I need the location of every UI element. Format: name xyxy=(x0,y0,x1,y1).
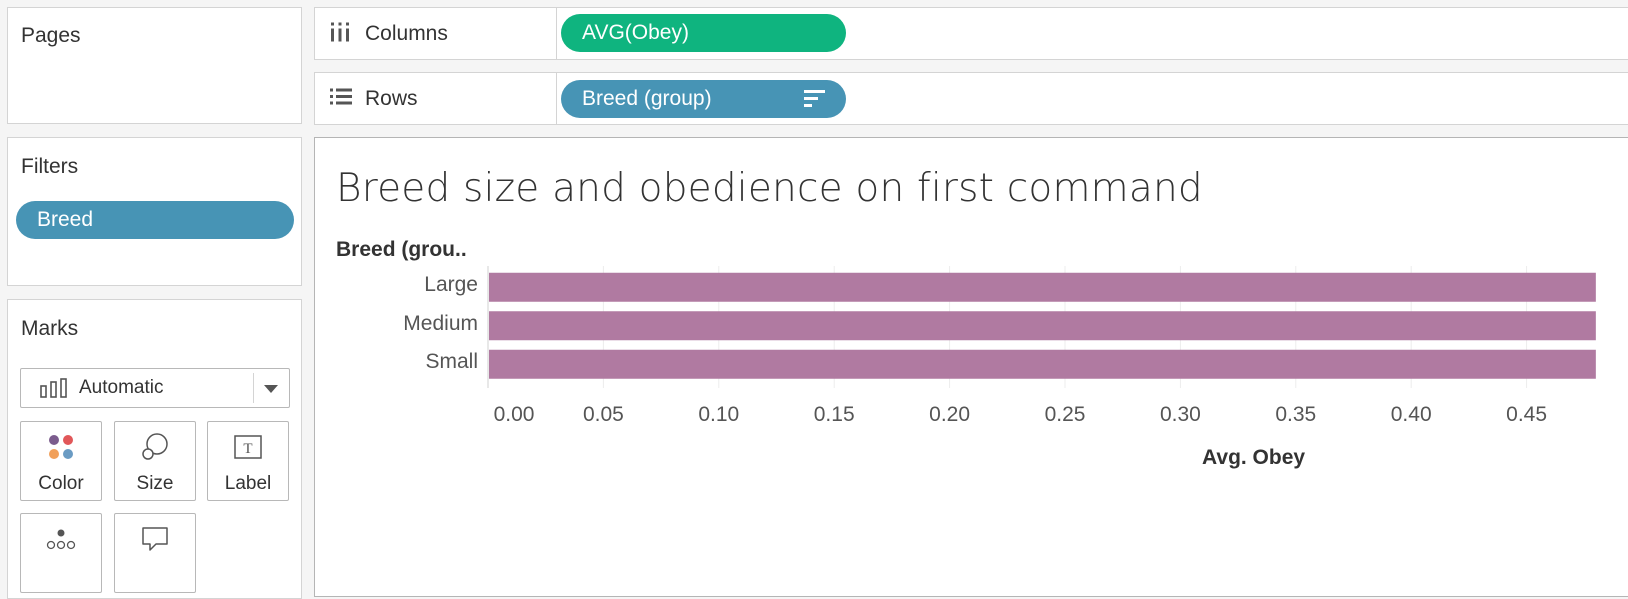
x-tick-label: 0.40 xyxy=(1391,403,1432,426)
x-tick-label: 0.20 xyxy=(929,403,970,426)
filter-pill-label: Breed xyxy=(37,208,94,231)
viz-area: Breed size and obedience on first comman… xyxy=(314,137,1628,597)
bar-small[interactable] xyxy=(489,349,1596,379)
x-tick-label: 0.25 xyxy=(1045,403,1086,426)
size-label: Size xyxy=(136,473,174,494)
color-icon xyxy=(21,432,101,467)
x-tick-label: 0.05 xyxy=(583,403,624,426)
marks-card: Marks Automatic Color xyxy=(7,299,302,599)
x-tick-label: 0.10 xyxy=(698,403,739,426)
color-label: Color xyxy=(38,473,84,494)
rows-shelf: Rows Breed (group) xyxy=(314,72,1628,125)
category-label-large[interactable]: Large xyxy=(424,273,478,296)
detail-icon xyxy=(21,524,101,559)
top-strip xyxy=(0,0,1628,4)
detail-button[interactable] xyxy=(20,513,102,593)
columns-shelf: Columns AVG(Obey) xyxy=(314,7,1628,60)
columns-pill-label: AVG(Obey) xyxy=(582,21,689,44)
x-tick-label: 0.45 xyxy=(1506,403,1547,426)
columns-label: Columns xyxy=(365,21,448,45)
bar-chart: 0.00 0.05 0.10 0.15 0.20 0.25 0.30 0.35 0.40 0.45 xyxy=(487,266,1596,426)
bar-chart-icon xyxy=(40,378,68,403)
rows-pill-breed-group[interactable]: Breed (group) xyxy=(561,80,846,118)
marks-title: Marks xyxy=(21,317,79,340)
rows-label: Rows xyxy=(365,86,418,110)
filters-card: Filters Breed xyxy=(7,137,302,286)
row-header[interactable]: Breed (grou.. xyxy=(336,238,467,261)
x-tick-label: 0.35 xyxy=(1275,403,1316,426)
filter-pill-breed[interactable]: Breed xyxy=(16,201,294,239)
mark-type-dropdown[interactable]: Automatic xyxy=(20,368,290,408)
pages-title: Pages xyxy=(21,24,81,47)
columns-pill-avg-obey[interactable]: AVG(Obey) xyxy=(561,14,846,52)
columns-shelf-header: Columns xyxy=(315,8,557,59)
x-tick-label: 0.00 xyxy=(494,403,535,426)
filters-title: Filters xyxy=(21,155,79,178)
label-label: Label xyxy=(224,473,272,494)
rows-shelf-header: Rows xyxy=(315,73,557,124)
color-button[interactable]: Color xyxy=(20,421,102,501)
label-button[interactable]: T Label xyxy=(207,421,289,501)
rows-icon xyxy=(329,85,353,112)
pages-card: Pages xyxy=(7,7,302,124)
x-tick-label: 0.15 xyxy=(814,403,855,426)
sort-icon[interactable] xyxy=(804,89,826,109)
svg-text:T: T xyxy=(243,441,252,457)
chevron-down-icon xyxy=(264,385,278,393)
columns-icon xyxy=(329,20,351,47)
tooltip-button[interactable] xyxy=(114,513,196,593)
viz-title: Breed size and obedience on first comman… xyxy=(336,166,1203,211)
size-icon xyxy=(115,432,195,467)
category-label-small[interactable]: Small xyxy=(425,350,478,373)
mark-type-value: Automatic xyxy=(79,377,164,398)
size-button[interactable]: Size xyxy=(114,421,196,501)
bar-medium[interactable] xyxy=(489,311,1596,341)
rows-pill-label: Breed (group) xyxy=(582,87,712,110)
bar-large[interactable] xyxy=(489,272,1596,302)
x-tick-label: 0.30 xyxy=(1160,403,1201,426)
label-icon: T xyxy=(208,432,288,467)
tooltip-icon xyxy=(115,524,195,559)
category-label-medium[interactable]: Medium xyxy=(403,311,478,335)
dropdown-divider xyxy=(253,373,254,403)
x-axis-title[interactable]: Avg. Obey xyxy=(1202,446,1306,469)
